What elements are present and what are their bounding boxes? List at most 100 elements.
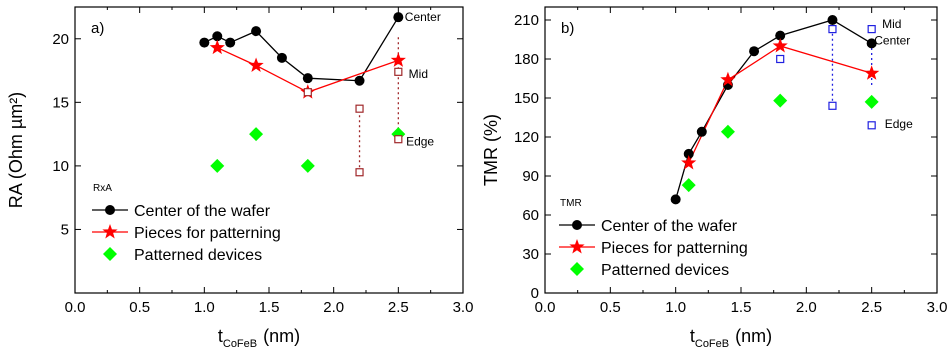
x-tick-label: 0.0 <box>535 299 556 316</box>
y-tick-label: 150 <box>514 90 539 107</box>
data-point <box>390 52 406 67</box>
series-line <box>688 45 872 164</box>
x-tick-label: 1.0 <box>194 299 215 316</box>
data-point <box>683 148 694 159</box>
legend-label: Pieces for patterning <box>134 225 281 242</box>
data-point <box>300 158 315 173</box>
x-tick-label: 0.5 <box>600 299 621 316</box>
x-axis-label-sub: CoFeB <box>695 338 729 350</box>
data-point <box>251 26 262 37</box>
data-point <box>394 67 403 76</box>
y-tick-label: 210 <box>514 12 539 29</box>
annotation-label: Edge <box>406 135 434 149</box>
data-point <box>303 88 312 97</box>
data-point <box>355 168 364 177</box>
legend-label: Patterned devices <box>601 262 729 279</box>
data-point <box>772 38 788 53</box>
x-axis-label: tCoFeB (nm) <box>218 326 300 350</box>
x-tick-label: 2.5 <box>861 299 882 316</box>
data-point <box>866 38 877 49</box>
data-point <box>225 37 236 48</box>
data-point <box>864 94 879 109</box>
legend-label: Patterned devices <box>134 247 262 264</box>
x-tick-label: 0.5 <box>129 299 150 316</box>
data-point <box>393 12 404 23</box>
data-point <box>696 126 707 137</box>
legend-marker <box>105 205 115 215</box>
y-tick-label: 10 <box>52 158 69 175</box>
y-tick-label: 90 <box>522 168 539 185</box>
legend: TMR Center of the wafer Pieces for pattern… <box>559 198 748 279</box>
y-tick-label: 20 <box>52 31 69 48</box>
annotation-label: Mid <box>409 67 428 81</box>
x-tick-label: 3.0 <box>927 299 948 316</box>
x-tick-label: 1.5 <box>259 299 280 316</box>
legend-subtitle: TMR <box>560 198 582 209</box>
x-tick-label: 3.0 <box>453 299 474 316</box>
data-point <box>209 39 225 55</box>
panel-a: 0.0 0.5 1.0 1.5 2.0 2.5 3.0 5 10 15 20 a) RA (Ohm µm… <box>6 6 474 350</box>
data-point <box>775 30 786 41</box>
data-point <box>827 15 838 25</box>
x-tick-label: 0.0 <box>65 299 86 316</box>
data-point <box>355 104 364 113</box>
legend-marker <box>570 262 584 276</box>
data-point <box>302 73 313 84</box>
data-point <box>210 158 225 173</box>
series-line <box>675 19 873 200</box>
data-point <box>828 25 837 34</box>
panel-b: 0.0 0.5 1.0 1.5 2.0 2.5 3.0 0 30 60 90 120 150 180 210… <box>481 6 948 350</box>
annotation-label: Mid <box>882 17 901 31</box>
data-point <box>681 155 697 170</box>
legend-label: Center of the wafer <box>601 218 738 235</box>
y-tick-label: 15 <box>52 94 69 111</box>
series-line <box>216 47 399 93</box>
x-axis-label: tCoFeB (nm) <box>690 326 772 350</box>
data-point <box>720 71 736 87</box>
y-axis-label: TMR (%) <box>481 114 501 186</box>
data-point <box>773 93 788 108</box>
legend-marker <box>572 220 582 230</box>
data-point <box>720 124 735 139</box>
data-point <box>828 101 837 110</box>
data-point <box>681 178 696 193</box>
y-tick-label: 180 <box>514 51 539 68</box>
panel-label: a) <box>91 20 104 37</box>
x-axis-label-sub: CoFeB <box>223 338 257 350</box>
x-axis-label-unit: (nm) <box>735 326 772 346</box>
legend-marker <box>102 224 118 239</box>
y-tick-label: 0 <box>531 285 539 302</box>
data-point <box>749 46 760 57</box>
x-axis-label-main: t <box>218 326 223 346</box>
legend-subtitle: RxA <box>93 183 112 194</box>
annotation-label: Edge <box>885 117 913 131</box>
x-tick-label: 2.5 <box>388 299 409 316</box>
data-point <box>867 25 876 34</box>
panel-label: b) <box>561 20 574 37</box>
legend-label: Pieces for patterning <box>601 240 748 257</box>
data-point <box>248 57 264 72</box>
data-point <box>867 121 876 130</box>
legend-marker <box>569 239 585 254</box>
x-tick-label: 1.0 <box>665 299 686 316</box>
x-tick-label: 2.0 <box>796 299 817 316</box>
x-tick-label: 2.0 <box>323 299 344 316</box>
data-point <box>864 65 880 80</box>
data-point <box>670 194 681 205</box>
legend-marker <box>103 247 117 261</box>
annotation-label: Center <box>874 34 910 48</box>
y-axis-label: RA (Ohm µm²) <box>6 92 26 208</box>
y-tick-label: 120 <box>514 129 539 146</box>
data-point <box>776 54 785 64</box>
data-point <box>199 37 210 48</box>
data-point <box>212 31 223 42</box>
y-tick-label: 30 <box>522 246 539 263</box>
data-point <box>354 75 365 86</box>
data-point <box>276 52 287 63</box>
x-tick-label: 1.5 <box>731 299 752 316</box>
annotation-label: Center <box>405 10 441 24</box>
x-axis-label-main: t <box>690 326 695 346</box>
data-point <box>249 127 264 142</box>
legend-label: Center of the wafer <box>134 203 271 220</box>
